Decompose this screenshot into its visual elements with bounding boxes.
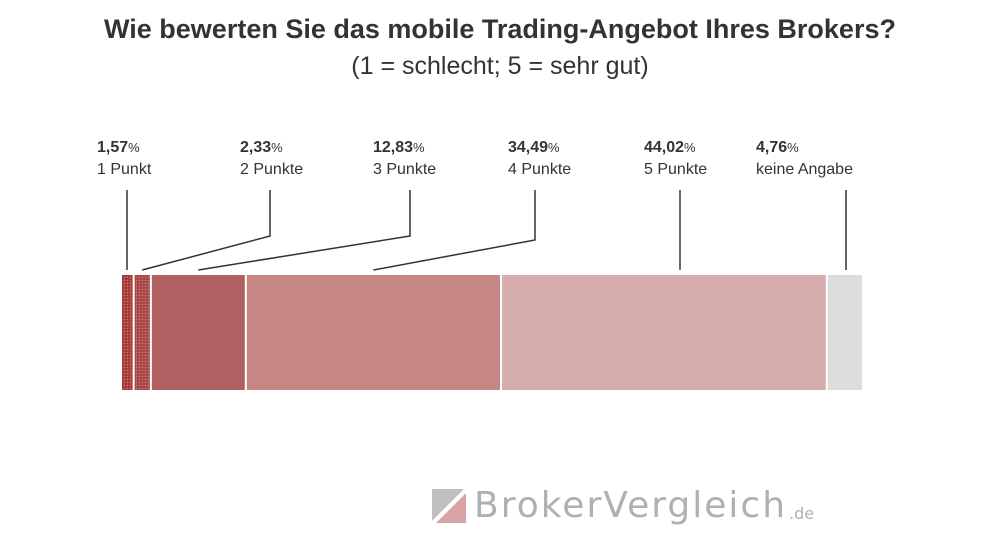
- value-label-2-punkte: 2,33%: [240, 139, 283, 156]
- chart-title: Wie bewerten Sie das mobile Trading-Ange…: [104, 14, 896, 44]
- value-label-keine-angabe: 4,76%: [756, 139, 799, 156]
- leader-line-4-punkte: [373, 190, 536, 271]
- category-label-keine-angabe: keine Angabe: [756, 161, 853, 178]
- category-label-2-punkte: 2 Punkte: [240, 161, 303, 178]
- category-label-4-punkte: 4 Punkte: [508, 161, 571, 178]
- value-label-3-punkte: 12,83%: [373, 139, 425, 156]
- logo-tld: .de: [789, 503, 815, 523]
- logo-text: BrokerVergleich: [474, 485, 788, 526]
- bar-segment-pattern-2-punkte: [134, 275, 150, 390]
- value-label-1-punkt: 1,57%: [97, 139, 140, 156]
- leader-line-3-punkte: [198, 190, 411, 271]
- bar-segment-4-punkte: [246, 275, 501, 390]
- value-label-5-punkte: 44,02%: [644, 139, 696, 156]
- category-label-5-punkte: 5 Punkte: [644, 161, 707, 178]
- category-label-1-punkt: 1 Punkt: [97, 161, 152, 178]
- chart-subtitle: (1 = schlecht; 5 = sehr gut): [351, 52, 649, 80]
- brand-logo: BrokerVergleich .de: [432, 486, 814, 526]
- bar-segment-3-punkte: [151, 275, 245, 390]
- value-label-4-punkte: 34,49%: [508, 139, 560, 156]
- logo-mark-icon: [432, 489, 466, 523]
- leader-line-2-punkte: [142, 190, 271, 271]
- category-label-3-punkte: 3 Punkte: [373, 161, 436, 178]
- bar-segment-5-punkte: [502, 275, 826, 390]
- bar-segment-pattern-1-punkt: [122, 275, 133, 390]
- bar-segment-keine-angabe: [827, 275, 862, 390]
